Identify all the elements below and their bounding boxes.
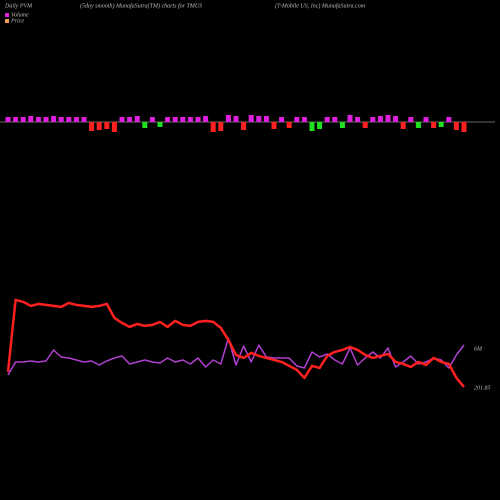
pvm-bar: [370, 117, 376, 122]
pvm-bar: [263, 116, 269, 122]
pvm-bar: [210, 122, 216, 132]
pvm-bar: [393, 116, 399, 122]
pvm-bar: [377, 116, 383, 122]
series-line: [6, 298, 465, 388]
pvm-bar: [73, 117, 79, 122]
pvm-bar: [157, 122, 163, 127]
pvm-bar: [149, 117, 155, 122]
pvm-bar: [400, 122, 406, 129]
pvm-bar: [81, 117, 87, 122]
pvm-bar: [119, 117, 125, 122]
pvm-bar: [241, 122, 247, 130]
pvm-bar: [225, 115, 231, 122]
pvm-bar: [13, 117, 19, 122]
pvm-bar: [256, 116, 262, 122]
pvm-bar: [51, 116, 57, 122]
pvm-bar: [248, 115, 254, 122]
chart-title: (5day smooth) MunafaSutra(TM) charts for…: [80, 2, 202, 9]
pvm-bar: [271, 122, 277, 129]
legend-swatch: [5, 19, 9, 23]
pvm-bar: [286, 122, 292, 128]
pvm-bar: [408, 117, 414, 122]
series-line: [7, 337, 465, 376]
pvm-bar: [195, 117, 201, 122]
pvm-bar: [28, 116, 34, 122]
pvm-bar: [58, 117, 64, 122]
pvm-bar: [20, 117, 26, 122]
pvm-bar: [35, 117, 41, 122]
pvm-bar: [5, 117, 11, 122]
pvm-bar: [279, 117, 285, 122]
pvm-bar: [309, 122, 315, 131]
pvm-bar: [438, 122, 444, 127]
pvm-bar: [127, 117, 133, 122]
pvm-bar: [301, 117, 307, 122]
pvm-bar: [43, 117, 49, 122]
end-label: 201.85: [474, 385, 491, 391]
pvm-bar: [172, 117, 178, 122]
pvm-bar: [453, 122, 459, 130]
pvm-bar: [165, 117, 171, 122]
pvm-bar: [415, 122, 421, 128]
legend-label: Price: [10, 18, 24, 24]
pvm-bar: [233, 116, 239, 122]
pvm-bar: [347, 115, 353, 122]
chart-title: Daily PVM: [4, 3, 33, 9]
pvm-bar: [104, 122, 110, 129]
pvm-bar: [218, 122, 224, 131]
pvm-bar: [332, 117, 338, 122]
end-label: 6M: [474, 346, 483, 352]
pvm-bar: [142, 122, 148, 128]
pvm-bar: [431, 122, 437, 128]
pvm-bar: [180, 117, 186, 122]
pvm-bar: [423, 117, 429, 122]
pvm-bar: [203, 116, 209, 122]
pvm-bar: [362, 122, 368, 128]
pvm-bar: [187, 117, 193, 122]
pvm-bar: [89, 122, 95, 131]
pvm-bar: [294, 117, 300, 122]
pvm-bar: [385, 115, 391, 122]
pvm-bar: [96, 122, 102, 130]
legend-swatch: [5, 13, 9, 17]
pvm-bar: [355, 117, 361, 122]
pvm-bar: [339, 122, 345, 128]
pvm-bar: [461, 122, 467, 132]
pvm-bar: [446, 117, 452, 122]
pvm-bar: [134, 116, 140, 122]
chart-title: (T-Mobile US, Inc) MunafaSutra.com: [275, 2, 366, 9]
legend-label: Volume: [11, 12, 29, 18]
pvm-bar: [317, 122, 323, 129]
pvm-bar: [111, 122, 117, 132]
pvm-bar: [66, 117, 72, 122]
pvm-bar: [324, 117, 330, 122]
